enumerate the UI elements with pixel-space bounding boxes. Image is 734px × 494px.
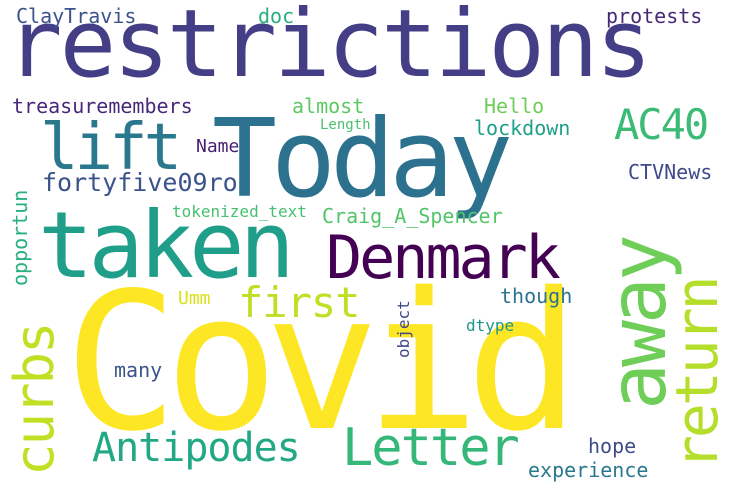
word-today: Today	[212, 97, 513, 222]
word-though: though	[500, 284, 573, 308]
word-curbs: curbs	[3, 323, 66, 476]
word-fortyfive09ro: fortyfive09ro	[42, 168, 238, 197]
word-object: object	[394, 300, 413, 358]
word-letter: Letter	[342, 418, 520, 478]
word-name: Name	[196, 136, 240, 157]
word-treasuremembers: treasuremembers	[12, 94, 193, 118]
word-first: first	[238, 278, 360, 327]
word-tokenized: tokenized_text	[172, 202, 307, 221]
word-ac40: AC40	[614, 100, 709, 149]
word-opportun: opportun	[8, 189, 32, 286]
word-length: Length	[320, 117, 371, 133]
word-experience: experience	[528, 458, 649, 482]
word-hello: Hello	[484, 94, 545, 118]
word-taken: taken	[38, 192, 295, 299]
word-denmark: Denmark	[326, 223, 561, 293]
word-many: many	[114, 358, 163, 382]
word-return: return	[663, 278, 731, 470]
word-ctvnews: CTVNews	[628, 160, 713, 184]
word-antipodes: Antipodes	[92, 425, 301, 471]
word-protests: protests	[606, 4, 703, 28]
word-almost: almost	[292, 94, 365, 118]
word-doc: doc	[258, 4, 295, 28]
word-dtype: dtype	[466, 316, 515, 335]
word-covid: Covid	[64, 252, 580, 473]
word-claytravis: ClayTravis	[16, 4, 137, 28]
word-lockdown: lockdown	[474, 116, 571, 140]
word-craig: Craig_A_Spencer	[322, 204, 503, 228]
word-lift: lift	[40, 111, 182, 185]
word-umm: Umm	[178, 288, 211, 309]
word-hope: hope	[588, 434, 637, 458]
word-restrictions: restrictions	[6, 0, 652, 99]
